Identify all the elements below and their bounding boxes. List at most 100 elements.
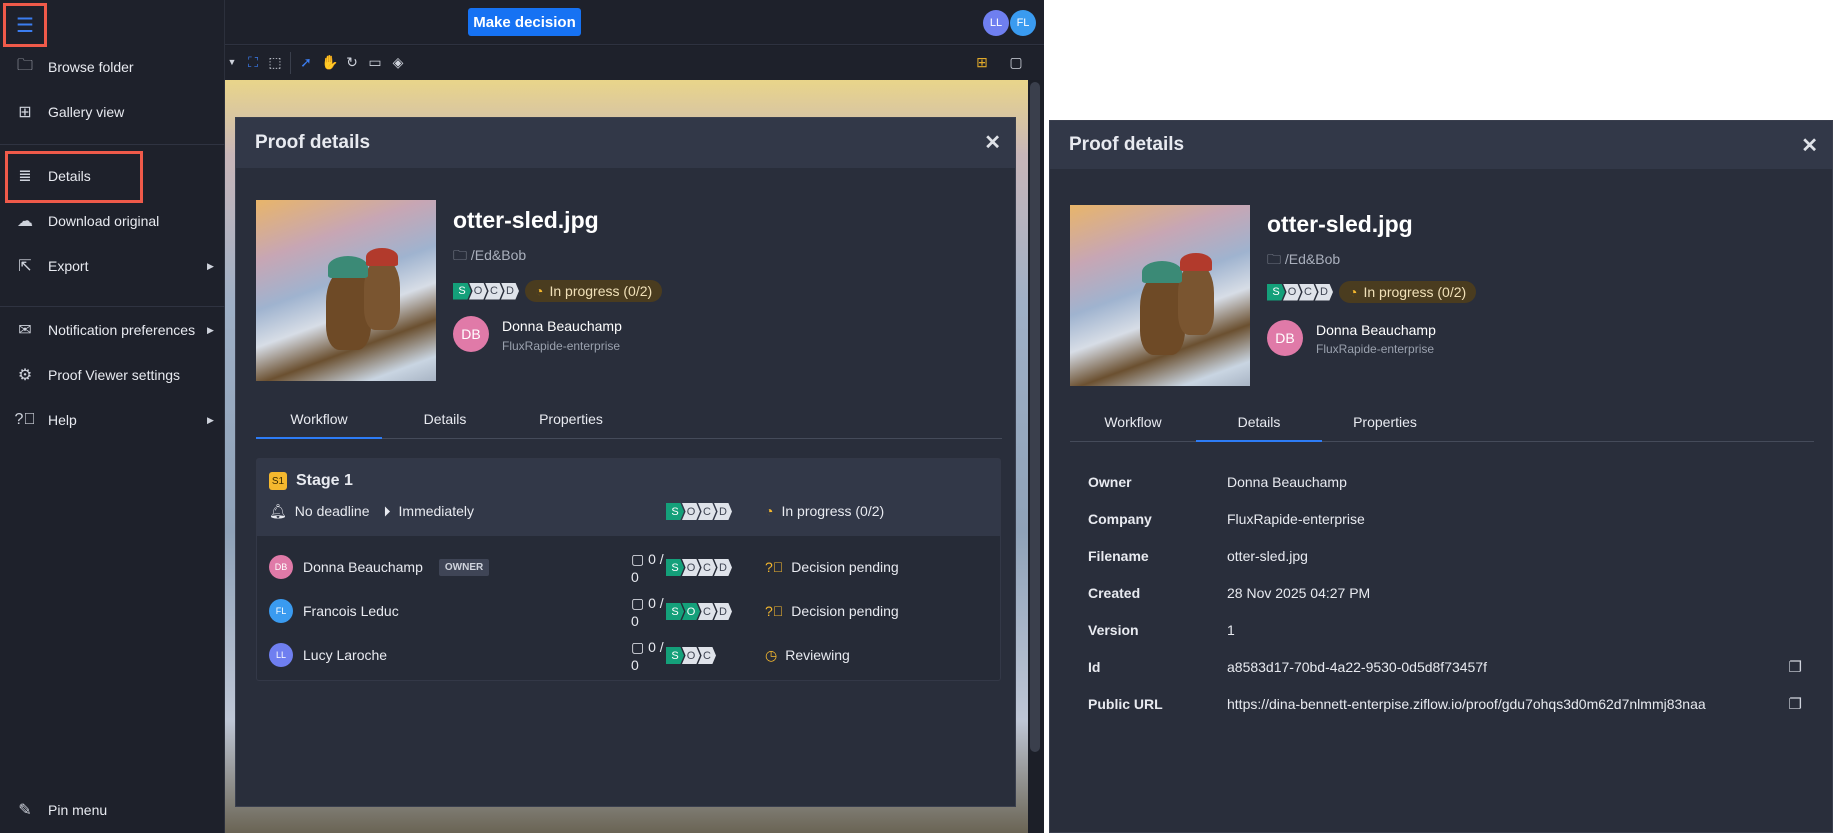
detail-row-filename: Filename otter-sled.jpg [1050,537,1832,574]
owner-name: Donna Beauchamp [1316,322,1436,338]
copy-icon[interactable]: ❐ [1788,658,1802,676]
sidebar-item-label: Gallery view [48,104,125,120]
chevron-right-icon: ▶ [207,260,214,271]
cloud-download-icon: ☁ [17,213,33,230]
sidebar-item-proof-viewer-settings[interactable]: ⚙ Proof Viewer settings [0,356,225,394]
comment-icon: ▢ [631,595,645,611]
reviewer-name: Lucy Laroche [303,647,388,663]
sidebar-item-export[interactable]: ⇱ Export ▶ [0,247,225,285]
detail-row-owner: Owner Donna Beauchamp [1050,463,1832,500]
detail-value: Donna Beauchamp [1227,473,1347,490]
tab-properties[interactable]: Properties [1353,414,1417,430]
hand-icon[interactable]: ✋ [321,53,339,70]
sidebar-item-label: Help [48,412,77,428]
tab-details[interactable]: Details [423,411,467,427]
export-icon: ⇱ [18,258,32,275]
sidebar-item-help[interactable]: ?⃝ Help ▶ [0,401,225,439]
stage-badge: S1 [269,472,287,490]
rotate-icon[interactable]: ↻ [346,53,358,70]
sidebar-item-label: Details [48,168,91,184]
zoom-region-icon[interactable]: ⬚ [268,53,282,70]
pointer-icon[interactable]: ➚ [300,53,312,70]
avatar[interactable]: FL [1010,10,1036,36]
detail-value: https://dina-bennett-enterpise.ziflow.io… [1227,695,1706,712]
detail-label: Filename [1088,547,1149,564]
detail-row-id: Id a8583d17-70bd-4a22-9530-0d5d8f73457f ❐ [1050,648,1832,685]
proof-filename: otter-sled.jpg [1267,211,1413,237]
sidebar-menu: ☰ 🗀 Browse folder ⊞ Gallery view ≣ Details ☁ Do… [0,0,225,833]
tab-details[interactable]: Details [1196,405,1322,442]
sidebar-item-details[interactable]: ≣ Details [0,157,225,195]
divider [290,52,291,74]
folder-path[interactable]: /Ed&Bob [1284,251,1341,267]
detail-row-created: Created 28 Nov 2025 04:27 PM [1050,574,1832,611]
make-decision-button[interactable]: Make decision [468,8,581,36]
modal-header: Proof details ✕ [236,118,1015,168]
sidebar-item-browse-folder[interactable]: 🗀 Browse folder [0,48,225,86]
detail-value: 28 Nov 2025 04:27 PM [1227,584,1371,601]
sidebar-item-label: Export [48,258,89,274]
status-badge: ◔ In progress (0/2) [525,280,663,302]
detail-row-public-url: Public URL https://dina-bennett-enterpise… [1050,685,1832,722]
comment-icon: ▢ [631,551,645,567]
chevron-right-icon: ▶ [207,414,214,425]
detail-row-company: Company FluxRapide-enterprise [1050,500,1832,537]
bell-icon: 🔔︎ [269,502,287,519]
fit-icon[interactable]: ⛶ [248,53,258,70]
tab-workflow[interactable]: Workflow [1104,414,1162,430]
comment-count: ▢ 0 /0 [631,595,664,629]
fill-icon[interactable]: ◈ [392,53,404,70]
add-comment-icon[interactable]: ⊞ [976,53,988,70]
comment-count: ▢ 0 /0 [631,551,664,585]
divider [0,144,225,145]
help-icon: ?⃝ [14,411,36,428]
close-icon[interactable]: ✕ [1801,135,1818,157]
reviewer-status: Reviewing [785,647,850,663]
hamburger-menu-icon[interactable]: ☰ [3,3,47,47]
proof-thumbnail [1070,205,1250,386]
sidebar-item-notification-preferences[interactable]: ✉ Notification preferences ▶ [0,311,225,349]
pin-menu-button[interactable]: ✎ Pin menu [0,791,225,829]
avatar: LL [269,643,293,667]
detail-label: Created [1088,584,1141,601]
clock-icon: ◷ [765,646,778,663]
detail-value: FluxRapide-enterprise [1227,510,1365,527]
avatar[interactable]: LL [983,10,1009,36]
owner-company: FluxRapide-enterprise [1316,342,1435,356]
scrollbar[interactable] [1030,82,1040,752]
close-icon[interactable]: ✕ [984,132,1001,154]
deadline: No deadline [294,503,370,519]
grid-icon: ⊞ [18,104,32,121]
tab-bar: Workflow Details Properties [1070,405,1814,442]
sidebar-item-gallery-view[interactable]: ⊞ Gallery view [0,93,225,131]
tab-properties[interactable]: Properties [539,411,603,427]
detail-label: Owner [1088,473,1132,490]
details-icon: ≣ [18,168,32,185]
dropdown-caret-icon[interactable]: ▼ [227,57,237,67]
owner-name: Donna Beauchamp [502,318,622,334]
tab-workflow[interactable]: Workflow [256,402,382,439]
detail-value: otter-sled.jpg [1227,547,1308,564]
sidebar-item-label: Proof Viewer settings [48,367,181,383]
avatar: DB [269,555,293,579]
panel-header: Proof details ✕ [1050,121,1832,169]
sidebar-item-label: Browse folder [48,59,134,75]
gear-icon: ⚙ [17,367,33,384]
play-icon: ⏵ [383,502,391,519]
divider [0,306,225,307]
detail-label: Version [1088,621,1139,638]
sidebar-item-download-original[interactable]: ☁ Download original [0,202,225,240]
pin-icon: ✎ [18,802,32,819]
owner-avatar: DB [1267,320,1303,356]
comment-icon[interactable]: ▢ [1009,53,1023,70]
folder-icon: 🗀 [16,56,33,74]
ruler-icon[interactable]: ▭ [368,53,382,70]
folder-path[interactable]: /Ed&Bob [470,247,527,263]
copy-icon[interactable]: ❐ [1788,695,1802,713]
